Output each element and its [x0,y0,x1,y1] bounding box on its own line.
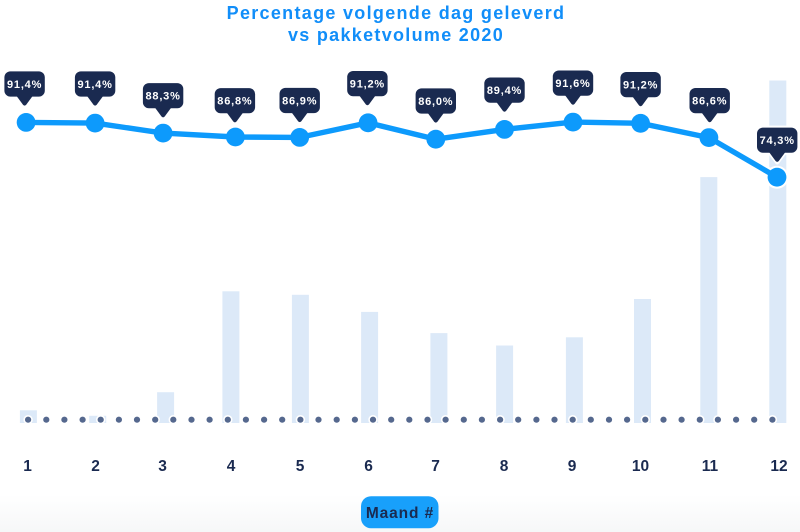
svg-text:11: 11 [702,458,719,475]
svg-text:91,4%: 91,4% [77,79,112,91]
svg-text:1: 1 [23,458,32,475]
svg-text:91,6%: 91,6% [555,78,590,90]
svg-text:86,6%: 86,6% [692,96,727,108]
svg-text:5: 5 [296,458,305,475]
svg-text:86,8%: 86,8% [217,96,252,108]
svg-text:8: 8 [500,458,509,475]
svg-text:88,3%: 88,3% [145,91,180,103]
svg-text:91,4%: 91,4% [7,79,42,91]
svg-text:86,0%: 86,0% [418,96,453,108]
svg-text:6: 6 [364,458,373,475]
svg-text:91,2%: 91,2% [623,80,658,92]
svg-text:89,4%: 89,4% [487,85,522,97]
svg-text:2: 2 [91,458,100,475]
svg-text:74,3%: 74,3% [760,135,795,147]
svg-text:3: 3 [158,458,167,475]
svg-text:86,9%: 86,9% [282,96,317,108]
svg-text:10: 10 [632,458,649,475]
svg-text:Maand #: Maand # [366,505,434,522]
svg-text:12: 12 [770,458,787,475]
svg-text:4: 4 [227,458,236,475]
svg-text:7: 7 [431,458,440,475]
svg-text:9: 9 [568,458,577,475]
svg-text:91,2%: 91,2% [350,79,385,91]
